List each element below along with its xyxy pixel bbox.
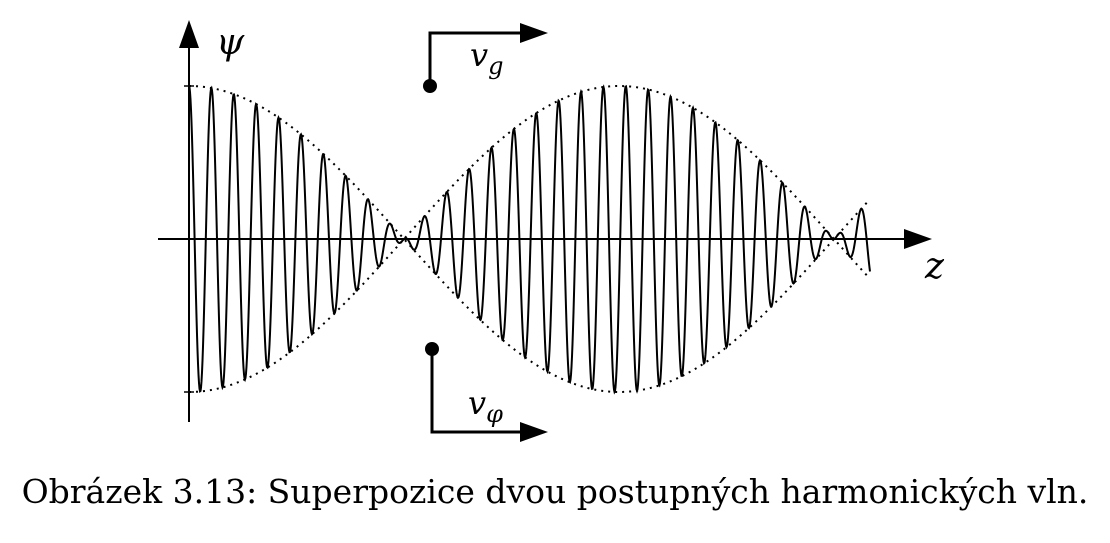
psi-axis-arrowhead xyxy=(179,20,199,48)
phase-velocity-label: vφ xyxy=(468,384,503,428)
phase-velocity-arrow xyxy=(430,349,530,434)
wave-superposition-figure: ψ z vg vφ xyxy=(158,20,945,442)
figure-caption: Obrázek 3.13: Superpozice dvou postupnýc… xyxy=(21,472,1089,511)
phase-velocity-arrowhead xyxy=(520,422,548,442)
z-axis-label: z xyxy=(924,246,945,287)
group-velocity-label: vg xyxy=(470,36,503,80)
psi-axis-label: ψ xyxy=(216,22,245,63)
group-velocity-arrowhead xyxy=(520,23,548,43)
envelope-upper xyxy=(189,85,871,241)
group-velocity-arrow xyxy=(428,31,530,86)
superposition-wave xyxy=(188,84,871,395)
z-axis-arrowhead xyxy=(904,229,932,249)
envelope-lower xyxy=(189,237,871,393)
